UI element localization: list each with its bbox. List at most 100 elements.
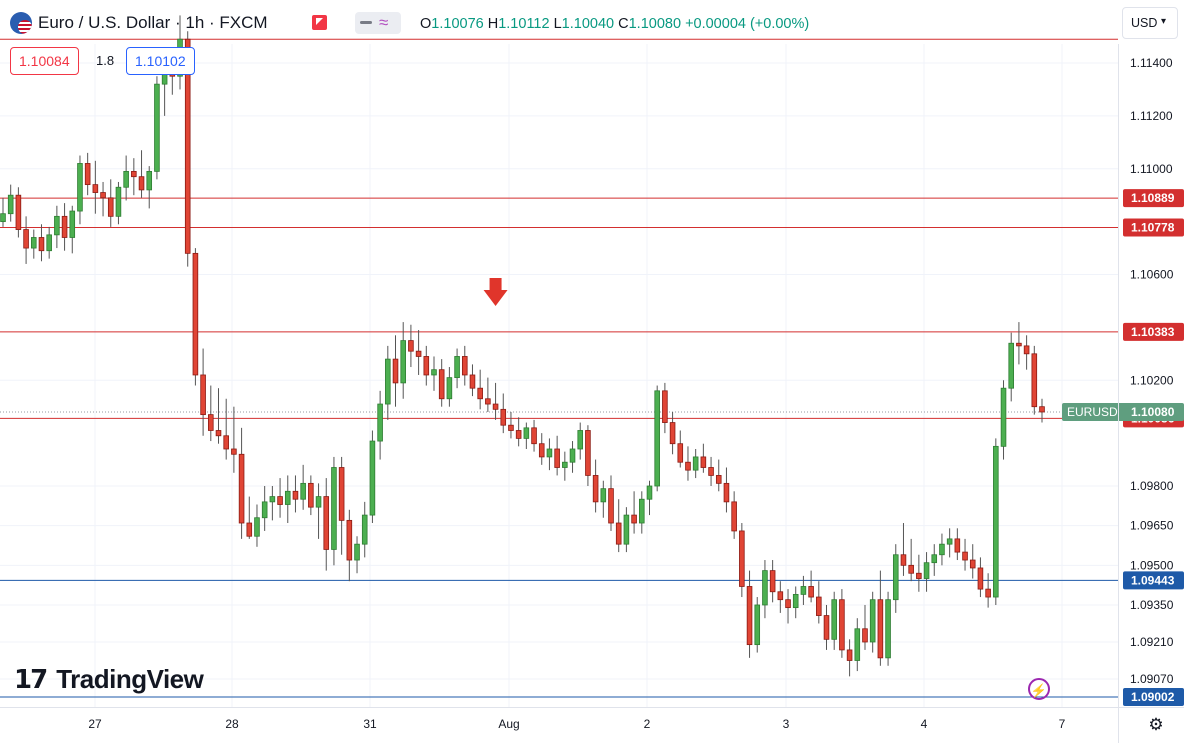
candle[interactable]	[485, 377, 491, 412]
lightning-icon[interactable]: ⚡	[1028, 678, 1050, 700]
candle[interactable]	[69, 205, 76, 254]
candle[interactable]	[61, 203, 68, 251]
candle[interactable]	[554, 435, 560, 476]
settings-gear-icon[interactable]: ⚙	[1148, 715, 1164, 734]
candle[interactable]	[962, 538, 968, 571]
candle[interactable]	[223, 398, 229, 460]
candle[interactable]	[646, 480, 653, 516]
candle[interactable]	[154, 76, 160, 180]
candle[interactable]	[739, 523, 745, 598]
candle[interactable]	[523, 422, 530, 449]
candle[interactable]	[438, 359, 445, 407]
candle[interactable]	[461, 345, 468, 386]
candle[interactable]	[431, 356, 437, 391]
candle[interactable]	[446, 367, 453, 407]
candle[interactable]	[315, 483, 322, 539]
candle[interactable]	[769, 560, 776, 603]
candle[interactable]	[969, 544, 976, 579]
candle[interactable]	[269, 486, 276, 521]
candle[interactable]	[954, 528, 961, 561]
candle[interactable]	[939, 533, 945, 566]
candle[interactable]	[192, 248, 199, 386]
sell-price-button[interactable]: 1.10084	[10, 47, 79, 75]
candle[interactable]	[908, 538, 914, 582]
minus-icon[interactable]	[360, 21, 372, 24]
candle[interactable]	[0, 197, 6, 227]
candle[interactable]	[816, 581, 822, 624]
candle[interactable]	[292, 475, 299, 513]
candle[interactable]	[54, 205, 60, 249]
candle[interactable]	[777, 581, 784, 613]
candle[interactable]	[508, 411, 514, 439]
candle[interactable]	[392, 335, 399, 407]
candle[interactable]	[592, 459, 599, 513]
candle[interactable]	[685, 446, 691, 481]
candle[interactable]	[515, 417, 522, 447]
candle[interactable]	[631, 491, 637, 534]
candle[interactable]	[15, 187, 22, 238]
candle[interactable]	[715, 459, 722, 492]
candle[interactable]	[585, 425, 591, 487]
candle[interactable]	[107, 179, 114, 227]
indicator-pill[interactable]: ≈	[355, 12, 401, 34]
candle[interactable]	[284, 475, 291, 524]
candle[interactable]	[138, 150, 145, 198]
candle[interactable]	[92, 160, 99, 214]
candle[interactable]	[215, 388, 222, 444]
candle[interactable]	[1031, 345, 1038, 415]
candle[interactable]	[823, 604, 830, 650]
candle[interactable]	[608, 475, 614, 531]
wave-icon[interactable]: ≈	[379, 13, 389, 32]
candle[interactable]	[454, 348, 460, 389]
candle[interactable]	[1008, 332, 1015, 402]
candle[interactable]	[677, 430, 684, 468]
candle[interactable]	[38, 224, 45, 262]
candle[interactable]	[746, 570, 753, 658]
candle[interactable]	[731, 491, 737, 539]
market-closed-icon[interactable]	[312, 15, 327, 30]
candle[interactable]	[1000, 380, 1007, 460]
candle[interactable]	[331, 456, 337, 566]
candle[interactable]	[662, 382, 668, 434]
candle[interactable]	[885, 591, 891, 666]
candle[interactable]	[831, 591, 837, 650]
candle[interactable]	[800, 575, 807, 605]
candle[interactable]	[600, 480, 607, 518]
candle[interactable]	[115, 181, 122, 225]
candle[interactable]	[277, 478, 283, 518]
candle[interactable]	[354, 536, 360, 574]
candle[interactable]	[531, 419, 537, 452]
candle[interactable]	[423, 345, 430, 386]
candle[interactable]	[23, 216, 29, 264]
candle[interactable]	[500, 393, 507, 434]
candle[interactable]	[538, 433, 545, 465]
candle[interactable]	[146, 166, 153, 209]
candle[interactable]	[346, 509, 353, 582]
candle[interactable]	[808, 570, 814, 603]
candle[interactable]	[338, 456, 345, 555]
candle[interactable]	[700, 443, 707, 473]
candle[interactable]	[361, 501, 368, 558]
candle[interactable]	[654, 385, 660, 492]
candle[interactable]	[261, 486, 268, 531]
candle[interactable]	[869, 591, 876, 653]
candle[interactable]	[231, 406, 237, 473]
candle[interactable]	[131, 158, 137, 196]
candle[interactable]	[877, 570, 884, 666]
candle[interactable]	[123, 155, 129, 201]
candle[interactable]	[639, 491, 645, 534]
candle[interactable]	[754, 597, 761, 653]
candle[interactable]	[615, 499, 622, 553]
candle[interactable]	[546, 438, 553, 471]
candle[interactable]	[977, 557, 984, 598]
candle[interactable]	[369, 430, 376, 524]
currency-select[interactable]: USD ▾	[1122, 7, 1178, 39]
candle[interactable]	[46, 226, 52, 259]
candle[interactable]	[985, 573, 991, 608]
candle[interactable]	[400, 322, 406, 399]
candle[interactable]	[577, 422, 584, 460]
candle[interactable]	[569, 441, 576, 473]
candle[interactable]	[77, 155, 83, 225]
symbol-title[interactable]: Euro / U.S. Dollar · 1h · FXCM	[38, 13, 268, 32]
candle[interactable]	[708, 456, 714, 487]
